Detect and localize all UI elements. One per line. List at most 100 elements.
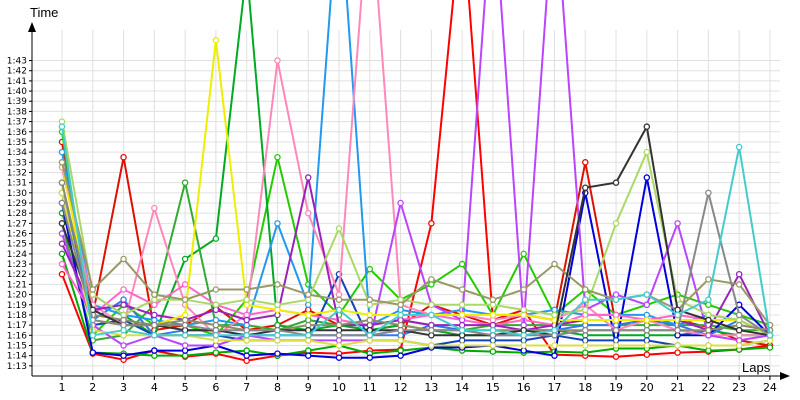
data-point <box>304 337 312 344</box>
data-point <box>120 286 127 293</box>
data-point <box>705 301 712 309</box>
data-point <box>489 296 497 303</box>
data-point <box>58 118 66 125</box>
data-point <box>766 332 774 339</box>
data-point <box>612 321 620 329</box>
series-22 <box>58 123 774 339</box>
data-point <box>243 286 250 293</box>
x-tick-label: 21 <box>671 381 685 394</box>
data-point <box>735 311 743 319</box>
data-point <box>120 296 127 303</box>
y-tick-label: 1:30 <box>7 189 27 199</box>
data-point <box>520 332 527 339</box>
data-point <box>243 296 250 303</box>
data-point <box>458 342 466 349</box>
data-point <box>366 265 374 273</box>
data-point <box>366 316 374 324</box>
data-point <box>520 347 527 354</box>
x-tick-label: 19 <box>609 381 623 394</box>
data-point <box>120 301 127 309</box>
data-point <box>551 332 558 339</box>
data-point <box>582 316 589 324</box>
series-line <box>61 191 771 337</box>
data-point <box>212 337 220 344</box>
data-point <box>674 332 681 339</box>
data-point <box>212 342 220 349</box>
data-point <box>705 189 712 197</box>
data-point <box>612 326 620 334</box>
data-point <box>304 326 312 334</box>
data-point <box>520 250 527 258</box>
data-point <box>335 354 343 361</box>
data-point <box>58 179 66 186</box>
data-point <box>181 296 189 303</box>
data-point <box>643 326 651 334</box>
data-point <box>643 311 651 319</box>
data-point <box>674 306 681 314</box>
x-tick-label: 20 <box>640 381 654 394</box>
data-point <box>643 321 651 329</box>
y-tick-label: 1:25 <box>7 240 27 250</box>
data-point <box>643 342 651 349</box>
data-point <box>551 311 558 319</box>
data-point <box>766 344 774 351</box>
data-point <box>274 326 281 334</box>
data-point <box>397 347 404 354</box>
data-point <box>489 326 497 334</box>
data-point <box>366 354 374 361</box>
data-point <box>335 296 343 303</box>
data-point <box>58 159 66 166</box>
data-point <box>58 250 66 258</box>
data-point <box>212 286 220 293</box>
data-point <box>735 281 743 288</box>
series-line <box>61 253 770 357</box>
x-tick-label: 13 <box>424 381 438 394</box>
data-point <box>520 342 527 349</box>
data-point <box>643 332 651 339</box>
data-point <box>181 179 189 186</box>
data-point <box>735 321 743 329</box>
data-point <box>120 332 127 339</box>
data-point <box>612 342 620 349</box>
data-point <box>489 348 497 355</box>
y-tick-label: 1:28 <box>7 209 27 219</box>
y-tick-label: 1:29 <box>7 199 27 209</box>
data-point <box>366 326 374 334</box>
data-point <box>582 342 589 349</box>
data-point <box>397 352 404 359</box>
data-point <box>428 332 435 339</box>
data-point <box>397 301 404 309</box>
data-point <box>120 255 127 263</box>
data-point <box>243 326 250 334</box>
data-point <box>366 337 374 344</box>
x-tick-label: 3 <box>120 381 127 394</box>
y-tick-label: 1:32 <box>7 168 27 178</box>
data-point <box>243 321 250 329</box>
series-line <box>61 176 771 359</box>
data-point <box>397 296 404 303</box>
data-point <box>643 316 651 324</box>
data-point <box>489 301 497 309</box>
data-point <box>335 306 343 314</box>
data-point <box>428 301 435 309</box>
data-point <box>304 209 312 217</box>
data-point <box>243 352 250 359</box>
data-point <box>58 220 66 227</box>
data-point <box>705 347 712 354</box>
data-point <box>120 311 127 319</box>
data-point <box>428 326 435 334</box>
data-point <box>274 306 281 314</box>
x-tick-label: 8 <box>274 381 281 394</box>
data-point <box>181 311 189 319</box>
data-point <box>612 296 620 303</box>
data-point <box>120 321 127 329</box>
data-point <box>582 184 589 191</box>
y-tick-label: 1:16 <box>7 331 27 341</box>
data-point <box>643 148 651 156</box>
data-point <box>335 326 343 334</box>
y-tick-label: 1:43 <box>7 57 27 67</box>
data-point <box>582 306 589 314</box>
data-point <box>151 311 158 319</box>
x-tick-label: 14 <box>455 381 469 394</box>
data-point <box>705 276 712 283</box>
